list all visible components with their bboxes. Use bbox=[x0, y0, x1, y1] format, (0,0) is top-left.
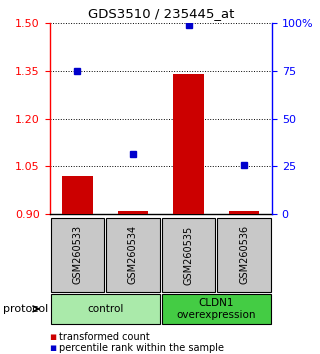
Text: GSM260533: GSM260533 bbox=[72, 225, 83, 285]
Bar bbox=[62, 176, 93, 214]
Text: GSM260536: GSM260536 bbox=[239, 225, 249, 285]
Text: CLDN1
overexpression: CLDN1 overexpression bbox=[177, 298, 256, 320]
Text: ◾: ◾ bbox=[50, 332, 57, 342]
Bar bbox=[173, 74, 204, 214]
Bar bbox=[229, 211, 260, 214]
Text: transformed count: transformed count bbox=[59, 332, 150, 342]
Bar bbox=[118, 211, 148, 214]
Text: GSM260534: GSM260534 bbox=[128, 225, 138, 285]
Title: GDS3510 / 235445_at: GDS3510 / 235445_at bbox=[88, 7, 234, 21]
Text: protocol: protocol bbox=[3, 304, 48, 314]
Text: GSM260535: GSM260535 bbox=[184, 225, 194, 285]
Text: control: control bbox=[87, 304, 124, 314]
Text: ◾: ◾ bbox=[50, 343, 57, 353]
Text: percentile rank within the sample: percentile rank within the sample bbox=[59, 343, 224, 353]
